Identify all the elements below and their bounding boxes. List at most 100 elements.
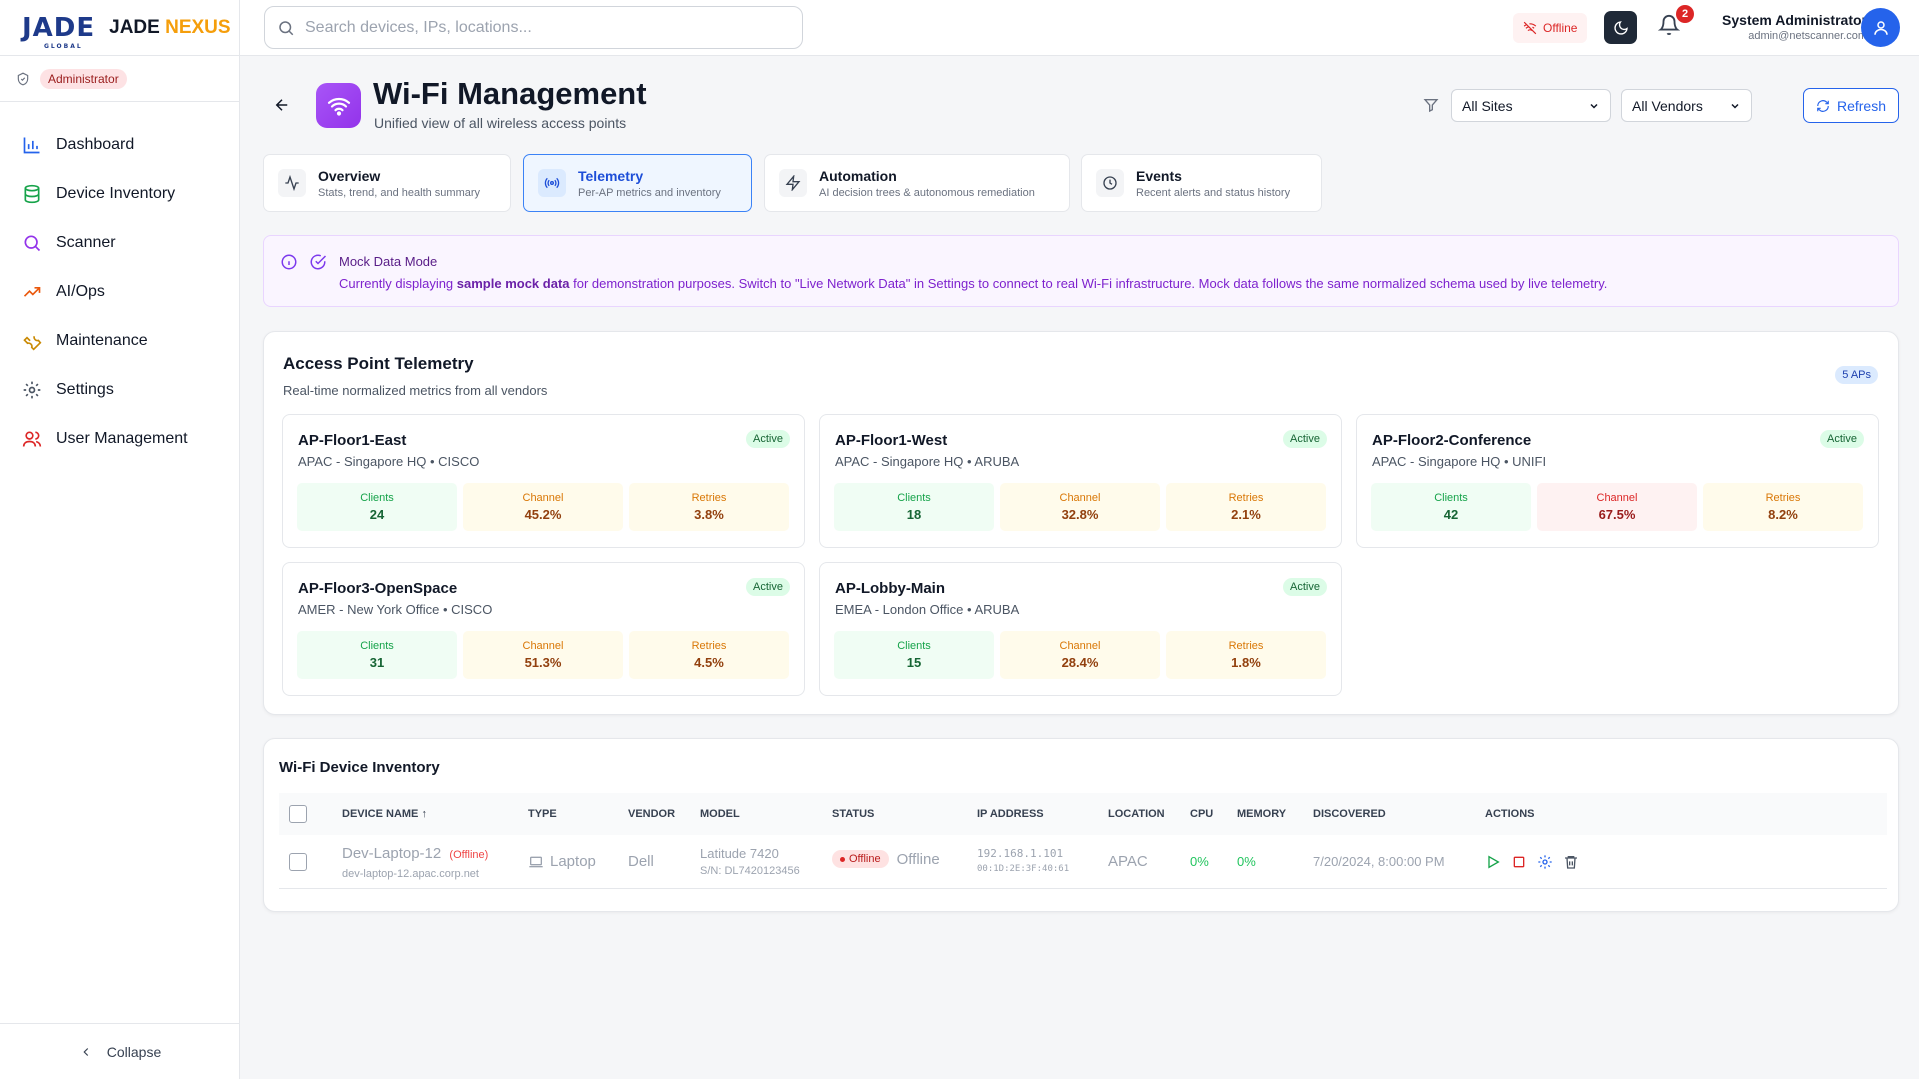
mock-text: Currently displaying sample mock data fo…	[339, 276, 1608, 291]
device-cpu: 0%	[1190, 854, 1209, 869]
user-name: System Administrator	[1722, 12, 1867, 28]
clock-icon	[1096, 169, 1124, 197]
brand-name: JADE NEXUS	[109, 16, 231, 38]
activity-icon	[278, 169, 306, 197]
metric-clients: Clients 15	[834, 631, 994, 679]
search-input[interactable]: Search devices, IPs, locations...	[264, 6, 803, 49]
sidebar-item-label: User Management	[56, 429, 188, 447]
metric-clients: Clients 31	[297, 631, 457, 679]
laptop-icon	[529, 856, 543, 867]
user-info[interactable]: System Administrator admin@netscanner.co…	[1712, 12, 1867, 42]
metric-clients: Clients 42	[1371, 483, 1531, 531]
telemetry-title: Access Point Telemetry	[283, 354, 474, 373]
ap-card[interactable]: AP-Floor1-East APAC - Singapore HQ • CIS…	[282, 414, 805, 548]
status-badge: Active	[1283, 578, 1327, 596]
ap-card[interactable]: AP-Floor3-OpenSpace AMER - New York Offi…	[282, 562, 805, 696]
database-icon	[24, 184, 40, 203]
telemetry-card: Access Point Telemetry Real-time normali…	[263, 331, 1899, 715]
avatar[interactable]	[1861, 8, 1900, 47]
mock-title: Mock Data Mode	[339, 254, 438, 269]
site-filter-select[interactable]: All Sites	[1451, 89, 1611, 122]
trending-up-icon	[23, 286, 41, 297]
row-checkbox[interactable]	[289, 853, 307, 871]
metric-retries: Retries 3.8%	[629, 483, 789, 531]
search-icon	[24, 235, 41, 251]
shield-icon	[17, 72, 29, 85]
play-icon[interactable]	[1485, 854, 1501, 870]
sort-device-name[interactable]: DEVICE NAME ↑	[342, 808, 427, 820]
refresh-button[interactable]: Refresh	[1803, 88, 1899, 123]
role-row: Administrator	[0, 56, 239, 102]
arrow-left-icon	[275, 99, 288, 111]
tab-overview[interactable]: Overview Stats, trend, and health summary	[263, 154, 511, 212]
ap-card[interactable]: AP-Floor2-Conference APAC - Singapore HQ…	[1356, 414, 1879, 548]
users-icon	[22, 431, 42, 447]
tab-telemetry[interactable]: Telemetry Per-AP metrics and inventory	[523, 154, 752, 212]
sidebar: JADE GLOBAL JADE NEXUS Administrator Dash…	[0, 0, 240, 1079]
collapse-label: Collapse	[106, 1043, 162, 1060]
tab-automation[interactable]: Automation AI decision trees & autonomous…	[764, 154, 1070, 212]
vendor-filter-select[interactable]: All Vendors	[1621, 89, 1752, 122]
connection-status[interactable]: Offline	[1513, 13, 1588, 43]
sidebar-item-settings[interactable]: Settings	[0, 365, 239, 414]
device-ip: 192.168.1.101	[977, 847, 1064, 860]
table-header: DEVICE NAME ↑ TYPE VENDOR MODEL STATUS I…	[279, 793, 1887, 835]
sort-arrow-icon: ↑	[421, 808, 427, 820]
ap-card[interactable]: AP-Lobby-Main EMEA - London Office • ARU…	[819, 562, 1342, 696]
wifi-icon	[327, 97, 350, 116]
metric-channel: Channel 45.2%	[463, 483, 623, 531]
jade-logo: JADE GLOBAL	[22, 12, 96, 50]
page-title: Wi-Fi Management	[373, 76, 647, 111]
collapse-button[interactable]: Collapse	[0, 1023, 240, 1079]
search-icon	[279, 20, 294, 35]
tab-events[interactable]: Events Recent alerts and status history	[1081, 154, 1322, 212]
status-badge: Active	[1820, 430, 1864, 448]
status-badge: Active	[1283, 430, 1327, 448]
sidebar-item-user-management[interactable]: User Management	[0, 414, 239, 463]
device-model: Latitude 7420	[700, 846, 779, 861]
status-badge: Active	[746, 430, 790, 448]
metric-retries: Retries 1.8%	[1166, 631, 1326, 679]
device-mac: 00:1D:2E:3F:40:61	[977, 864, 1070, 874]
metric-channel: Channel 51.3%	[463, 631, 623, 679]
device-serial: S/N: DL7420123456	[700, 865, 800, 877]
sidebar-item-label: Maintenance	[56, 331, 148, 349]
sidebar-item-aiops[interactable]: AI/Ops	[0, 267, 239, 316]
ap-count-badge: 5 APs	[1835, 366, 1878, 384]
status-badge: Active	[746, 578, 790, 596]
table-row[interactable]: Dev-Laptop-12 (Offline) dev-laptop-12.ap…	[279, 835, 1887, 889]
broadcast-icon	[538, 169, 566, 197]
brand-logo[interactable]: JADE GLOBAL JADE NEXUS	[0, 0, 239, 56]
wrench-icon	[23, 335, 42, 351]
select-all-checkbox[interactable]	[289, 805, 307, 823]
sidebar-item-scanner[interactable]: Scanner	[0, 218, 239, 267]
gear-icon[interactable]	[1537, 854, 1553, 870]
ap-card[interactable]: AP-Floor1-West APAC - Singapore HQ • ARU…	[819, 414, 1342, 548]
stop-icon[interactable]	[1511, 854, 1527, 870]
zap-icon	[779, 169, 807, 197]
inventory-card: Wi-Fi Device Inventory DEVICE NAME ↑ TYP…	[263, 738, 1899, 912]
metric-retries: Retries 2.1%	[1166, 483, 1326, 531]
page-header: Wi-Fi Management Unified view of all wir…	[263, 56, 1899, 150]
sidebar-item-maintenance[interactable]: Maintenance	[0, 316, 239, 365]
device-name[interactable]: Dev-Laptop-12 (Offline)	[342, 845, 489, 862]
sidebar-item-label: Device Inventory	[56, 184, 176, 202]
inventory-title: Wi-Fi Device Inventory	[279, 759, 440, 776]
trash-icon[interactable]	[1563, 854, 1579, 870]
device-host: dev-laptop-12.apac.corp.net	[342, 868, 479, 880]
sidebar-nav: Dashboard Device Inventory Scanner AI/Op…	[0, 102, 239, 463]
sidebar-item-dashboard[interactable]: Dashboard	[0, 120, 239, 169]
back-button[interactable]	[273, 96, 291, 119]
metric-channel: Channel 28.4%	[1000, 631, 1160, 679]
notifications-button[interactable]	[1657, 14, 1686, 42]
device-status: Offline Offline	[832, 850, 940, 868]
metric-clients: Clients 24	[297, 483, 457, 531]
mock-data-banner: Mock Data Mode Currently displaying samp…	[263, 235, 1899, 307]
dark-mode-toggle[interactable]	[1604, 11, 1637, 44]
gear-icon	[23, 381, 41, 398]
device-vendor: Dell	[628, 853, 654, 870]
sidebar-item-device-inventory[interactable]: Device Inventory	[0, 169, 239, 218]
device-location: APAC	[1108, 853, 1148, 870]
refresh-icon	[1817, 99, 1829, 112]
sidebar-item-label: Settings	[56, 380, 114, 398]
